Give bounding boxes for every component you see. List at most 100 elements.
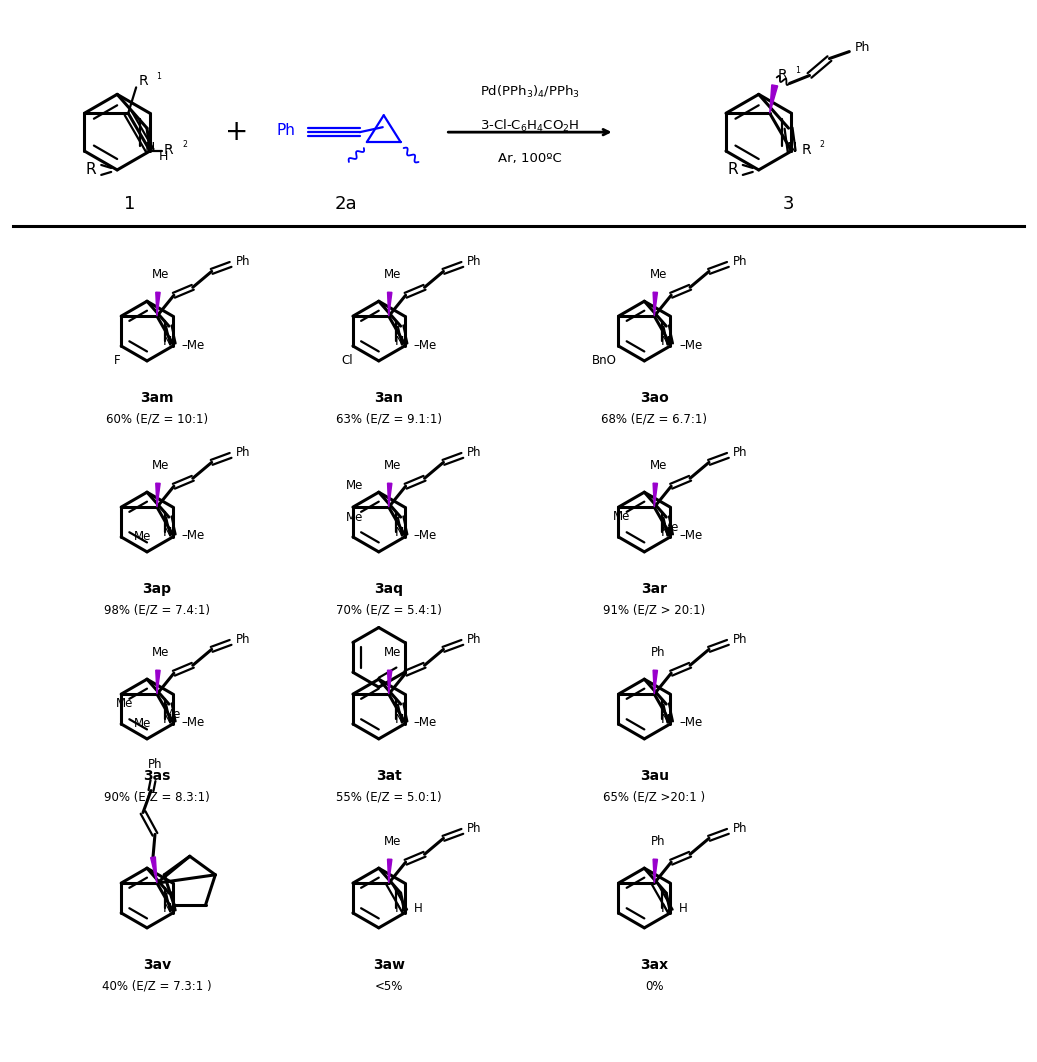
Text: Me: Me bbox=[164, 707, 181, 720]
Text: N: N bbox=[395, 713, 404, 726]
Polygon shape bbox=[388, 670, 392, 695]
Polygon shape bbox=[156, 483, 160, 508]
Polygon shape bbox=[156, 670, 160, 695]
Text: N: N bbox=[163, 335, 172, 348]
Text: N: N bbox=[395, 335, 404, 348]
Text: $^2$: $^2$ bbox=[181, 140, 188, 150]
Text: 0%: 0% bbox=[645, 979, 664, 993]
Polygon shape bbox=[388, 483, 392, 508]
Text: R: R bbox=[138, 74, 147, 88]
Text: Pd(PPh$_3$)$_4$/PPh$_3$: Pd(PPh$_3$)$_4$/PPh$_3$ bbox=[480, 84, 580, 101]
Text: H: H bbox=[159, 150, 168, 164]
Text: –Me: –Me bbox=[414, 530, 437, 543]
Text: 3ao: 3ao bbox=[640, 391, 669, 405]
Text: Ph: Ph bbox=[147, 757, 162, 771]
Text: N: N bbox=[163, 713, 172, 726]
Text: 65% (E/Z >20:1 ): 65% (E/Z >20:1 ) bbox=[604, 790, 705, 804]
Text: –Me: –Me bbox=[414, 339, 437, 352]
Text: N: N bbox=[145, 141, 156, 155]
Text: N: N bbox=[395, 902, 404, 915]
Polygon shape bbox=[653, 670, 657, 695]
Text: –Me: –Me bbox=[181, 717, 205, 730]
Text: 91% (E/Z > 20:1): 91% (E/Z > 20:1) bbox=[604, 603, 705, 617]
Text: 3: 3 bbox=[783, 194, 794, 212]
Text: 98% (E/Z = 7.4:1): 98% (E/Z = 7.4:1) bbox=[104, 603, 209, 617]
Text: R: R bbox=[728, 162, 738, 177]
Text: –Me: –Me bbox=[181, 339, 205, 352]
Text: N: N bbox=[163, 526, 172, 539]
Text: 3ap: 3ap bbox=[142, 582, 171, 596]
Polygon shape bbox=[150, 857, 157, 884]
Text: H: H bbox=[679, 903, 688, 915]
Polygon shape bbox=[388, 859, 392, 884]
Text: Ph: Ph bbox=[468, 446, 482, 459]
Text: 2a: 2a bbox=[335, 194, 357, 212]
Text: 68% (E/Z = 6.7:1): 68% (E/Z = 6.7:1) bbox=[601, 413, 707, 426]
Text: 3aq: 3aq bbox=[374, 582, 403, 596]
Text: Me: Me bbox=[384, 836, 401, 849]
Text: 3as: 3as bbox=[143, 769, 171, 783]
Text: Ph: Ph bbox=[468, 633, 482, 646]
Text: Me: Me bbox=[613, 510, 630, 523]
Text: Me: Me bbox=[346, 511, 364, 524]
Text: Me: Me bbox=[649, 460, 667, 473]
Text: 3at: 3at bbox=[375, 769, 401, 783]
Text: Me: Me bbox=[152, 460, 170, 473]
Text: N: N bbox=[661, 713, 670, 726]
Text: R: R bbox=[778, 68, 787, 83]
Text: BnO: BnO bbox=[592, 355, 617, 367]
Text: –Me: –Me bbox=[679, 530, 702, 543]
Text: Me: Me bbox=[662, 520, 679, 533]
Text: 1: 1 bbox=[124, 194, 136, 212]
Text: <5%: <5% bbox=[374, 979, 403, 993]
Text: Ph: Ph bbox=[235, 255, 250, 268]
Text: Ph: Ph bbox=[733, 255, 748, 268]
Polygon shape bbox=[388, 292, 392, 316]
Text: Ph: Ph bbox=[733, 822, 748, 835]
Text: N: N bbox=[661, 335, 670, 348]
Text: 3au: 3au bbox=[640, 769, 669, 783]
Text: –Me: –Me bbox=[679, 339, 702, 352]
Text: 3ar: 3ar bbox=[641, 582, 667, 596]
Text: H: H bbox=[414, 903, 422, 915]
Polygon shape bbox=[156, 292, 160, 316]
Text: Me: Me bbox=[152, 269, 170, 281]
Text: Ar, 100ºC: Ar, 100ºC bbox=[498, 152, 562, 165]
Text: –Me: –Me bbox=[679, 717, 702, 730]
Text: N: N bbox=[786, 141, 796, 155]
Text: N: N bbox=[661, 902, 670, 915]
Text: Ph: Ph bbox=[733, 446, 748, 459]
Text: R: R bbox=[802, 143, 811, 157]
Text: Me: Me bbox=[384, 647, 401, 660]
Text: $^1$: $^1$ bbox=[156, 71, 163, 82]
Text: Ph: Ph bbox=[651, 647, 666, 660]
Text: +: + bbox=[225, 118, 248, 147]
Text: Ph: Ph bbox=[235, 633, 250, 646]
Text: 40% (E/Z = 7.3:1 ): 40% (E/Z = 7.3:1 ) bbox=[102, 979, 212, 993]
Polygon shape bbox=[653, 483, 657, 508]
Text: –Me: –Me bbox=[414, 717, 437, 730]
Polygon shape bbox=[769, 85, 778, 114]
Text: 70% (E/Z = 5.4:1): 70% (E/Z = 5.4:1) bbox=[336, 603, 442, 617]
Text: 60% (E/Z = 10:1): 60% (E/Z = 10:1) bbox=[106, 413, 208, 426]
Text: Me: Me bbox=[346, 479, 364, 492]
Polygon shape bbox=[653, 859, 657, 884]
Text: R: R bbox=[86, 162, 96, 177]
Text: Me: Me bbox=[384, 460, 401, 473]
Text: $^2$: $^2$ bbox=[819, 140, 825, 150]
Text: Me: Me bbox=[152, 647, 170, 660]
Text: N: N bbox=[163, 902, 172, 915]
Text: Ph: Ph bbox=[468, 255, 482, 268]
Text: Ph: Ph bbox=[651, 836, 666, 849]
Text: Ph: Ph bbox=[235, 446, 250, 459]
Text: Cl: Cl bbox=[341, 355, 353, 367]
Text: Ph: Ph bbox=[733, 633, 748, 646]
Text: Me: Me bbox=[135, 530, 151, 544]
Text: Me: Me bbox=[115, 697, 133, 709]
Text: Ph: Ph bbox=[277, 122, 296, 138]
Text: 3ax: 3ax bbox=[640, 958, 668, 972]
Polygon shape bbox=[653, 292, 657, 316]
Text: –Me: –Me bbox=[181, 530, 205, 543]
Text: 3an: 3an bbox=[374, 391, 403, 405]
Text: 63% (E/Z = 9.1:1): 63% (E/Z = 9.1:1) bbox=[336, 413, 442, 426]
